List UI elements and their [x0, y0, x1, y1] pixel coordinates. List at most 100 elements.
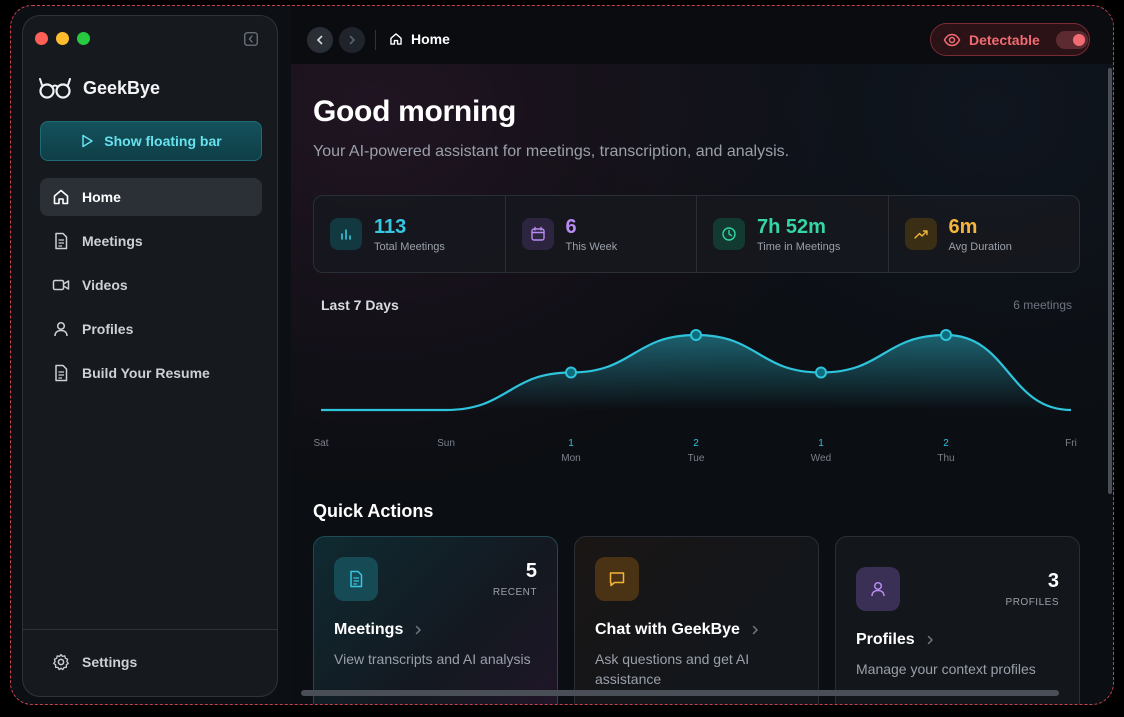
card-title: Meetings	[334, 621, 423, 639]
detectable-switch[interactable]	[1055, 30, 1088, 49]
stat-value: 6	[565, 215, 577, 238]
card-title-text: Chat with GeekBye	[595, 621, 740, 638]
sidebar-item-videos[interactable]: Videos	[40, 266, 262, 304]
sidebar-item-build-your-resume[interactable]: Build Your Resume	[40, 354, 262, 392]
document-icon	[334, 557, 378, 601]
stat-value: 7h 52m	[757, 215, 826, 238]
chart-area-fill	[321, 335, 1071, 410]
chart-series-line	[321, 333, 1072, 412]
sidebar-item-home[interactable]: Home	[40, 178, 262, 216]
breadcrumb-divider	[375, 30, 376, 50]
card-count: 5	[525, 560, 537, 582]
chevron-left-icon	[316, 35, 323, 45]
card-count-label: RECENT	[492, 587, 537, 598]
close-window-button[interactable]	[35, 32, 48, 45]
stat-avg-duration: 6m Avg Duration	[889, 196, 1080, 272]
sidebar-nav: Home Meetings Videos	[40, 178, 262, 398]
sidebar-item-label: Profiles	[82, 321, 134, 337]
calendar-icon	[521, 218, 554, 250]
breadcrumb-label: Home	[411, 31, 450, 47]
clock-icon	[713, 218, 745, 250]
gear-icon	[53, 653, 69, 671]
stat-total-meetings: 113 Total Meetings	[314, 196, 506, 272]
quick-action-meetings-card[interactable]: 5 RECENT Meetings View transcripts and A…	[313, 536, 558, 704]
quick-action-profiles-card[interactable]: 3 PROFILES Profiles Manage your context …	[835, 536, 1080, 704]
glasses-logo-icon	[39, 78, 71, 99]
back-button[interactable]	[307, 27, 333, 53]
sidebar-divider	[23, 629, 277, 630]
detectable-toggle[interactable]: Detectable	[930, 23, 1090, 56]
chart-x-tick-label: Thu	[937, 453, 954, 464]
brand: GeekBye	[39, 76, 160, 100]
breadcrumb: Home	[389, 31, 450, 47]
card-description: Manage your context profiles	[856, 661, 1036, 677]
chart-value-label: 2	[943, 438, 949, 449]
topbar: Home Detectable	[291, 6, 1113, 64]
sidebar-item-meetings[interactable]: Meetings	[40, 222, 262, 260]
chart-x-tick-label: Wed	[811, 453, 831, 464]
chart-summary: 6 meetings	[1013, 298, 1072, 312]
chart-x-tick-label: Mon	[561, 453, 580, 464]
chart-point[interactable]	[690, 329, 702, 341]
chart-title: Last 7 Days	[321, 297, 399, 313]
settings-label: Settings	[82, 654, 138, 670]
chart-point[interactable]	[565, 366, 577, 379]
horizontal-scrollbar[interactable]	[301, 690, 1059, 696]
show-floating-bar-button[interactable]: Show floating bar	[40, 121, 262, 161]
card-title-text: Profiles	[856, 631, 915, 648]
app-name: GeekBye	[83, 77, 161, 98]
stat-value: 6m	[948, 215, 978, 238]
chart-x-tick-label: Sun	[437, 438, 455, 449]
card-count-label: PROFILES	[1005, 597, 1059, 608]
sidebar-item-label: Build Your Resume	[82, 365, 210, 381]
collapse-sidebar-icon[interactable]	[244, 32, 258, 46]
video-icon	[52, 279, 70, 291]
chart-x-tick-label: Sat	[313, 438, 328, 449]
user-icon	[54, 321, 68, 337]
chart-point[interactable]	[940, 329, 952, 341]
document-icon	[55, 232, 68, 250]
bar-chart-icon	[330, 218, 362, 250]
stat-label: Avg Duration	[948, 240, 1012, 253]
chat-icon	[595, 557, 639, 601]
vertical-scrollbar[interactable]	[1108, 68, 1112, 494]
quick-actions-title: Quick Actions	[313, 501, 434, 521]
stats-panel: 113 Total Meetings 6 This Week 7h 52m	[313, 195, 1080, 273]
home-icon	[390, 33, 402, 45]
chart-x-tick-label: Fri	[1065, 438, 1077, 449]
chevron-right-icon	[927, 635, 933, 645]
forward-button[interactable]	[339, 27, 365, 53]
user-icon	[856, 567, 900, 611]
last-7-days-chart: Sat Sun 1 Mon 2 Tue 1 Wed 2 Thu Fri	[313, 329, 1077, 464]
trending-up-icon	[904, 218, 937, 250]
stat-label: This Week	[565, 240, 618, 253]
sidebar-item-profiles[interactable]: Profiles	[40, 310, 262, 348]
detectable-label: Detectable	[969, 31, 1040, 48]
stat-this-week: 6 This Week	[506, 196, 697, 272]
home-icon	[53, 189, 69, 205]
eye-icon	[943, 33, 961, 46]
card-count: 3	[1047, 570, 1059, 592]
page-subtitle: Your AI-powered assistant for meetings, …	[313, 143, 790, 160]
card-title-text: Meetings	[334, 621, 404, 638]
main-content: Home Detectable Good morning Your AI-pow…	[291, 6, 1113, 704]
chevron-right-icon	[349, 35, 356, 45]
sidebar-item-settings[interactable]: Settings	[52, 653, 137, 671]
sidebar: GeekBye Show floating bar Home Meetings	[22, 15, 278, 697]
sidebar-item-label: Videos	[82, 277, 128, 293]
sidebar-item-label: Home	[82, 189, 121, 205]
stat-label: Total Meetings	[374, 240, 445, 253]
maximize-window-button[interactable]	[77, 32, 90, 45]
chart-value-label: 1	[818, 438, 824, 449]
minimize-window-button[interactable]	[56, 32, 69, 45]
quick-action-chat-card[interactable]: Chat with GeekBye Ask questions and get …	[574, 536, 819, 704]
chevron-right-icon	[752, 625, 758, 635]
window-controls	[35, 32, 90, 45]
stat-time-in-meetings: 7h 52m Time in Meetings	[697, 196, 889, 272]
app-window: GeekBye Show floating bar Home Meetings	[10, 5, 1114, 705]
chart-x-tick-label: Tue	[688, 453, 705, 464]
stat-label: Time in Meetings	[757, 240, 841, 253]
chart-point[interactable]	[815, 366, 827, 379]
play-icon	[82, 134, 94, 148]
chart-value-label: 2	[693, 438, 699, 449]
